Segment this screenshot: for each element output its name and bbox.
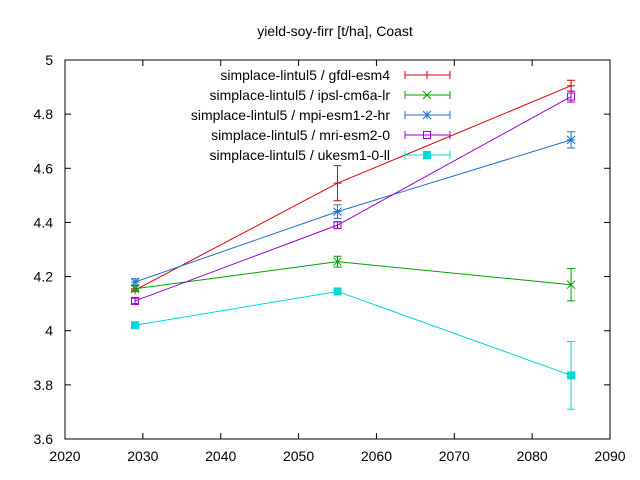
data-point [131,321,140,330]
error-bar [333,221,342,229]
legend-error-cap [404,151,451,159]
legend-error-cap [404,131,451,139]
y-tick-label: 4.8 [34,106,54,122]
x-tick-label: 2060 [361,448,392,464]
legend-marker [422,90,432,100]
y-tick-label: 3.6 [34,431,54,447]
series-line [134,290,572,376]
y-tick-label: 4.6 [34,160,54,176]
data-point [333,207,342,216]
data-point [567,371,576,380]
legend-marker [423,71,431,79]
legend-marker [422,110,432,120]
x-tick-label: 2050 [283,448,314,464]
x-tick-label: 2070 [439,448,470,464]
x-tick-label: 2030 [127,448,158,464]
legend-label: simplace-lintul5 / gfdl-esm4 [220,67,390,83]
data-point [130,284,140,294]
data-point [567,92,576,101]
data-point [333,287,342,296]
legend-item-0: simplace-lintul5 / gfdl-esm4 [220,67,451,83]
data-point [333,221,342,230]
legend: simplace-lintul5 / gfdl-esm4 simplace-lin… [191,67,451,163]
series-line [135,261,572,290]
x-tick-label: 2090 [594,448,625,464]
data-point [131,296,140,305]
legend-label: simplace-lintul5 / mpi-esm1-2-hr [191,107,391,123]
y-tick-label: 4.4 [34,214,54,230]
legend-label: simplace-lintul5 / mri-esm2-0 [211,127,390,143]
data-point [333,179,342,188]
legend-error-cap [404,111,451,119]
legend-item-2: simplace-lintul5 / mpi-esm1-2-hr [191,107,451,123]
error-bar [131,297,140,305]
axes: 2020 2030 2040 2050 2060 2070 2080 2090 3.6 3.8 4 4… [34,52,626,464]
legend-item-3: simplace-lintul5 / mri-esm2-0 [211,127,451,143]
series-2 [130,131,576,287]
series-3 [131,90,576,305]
legend-marker [423,131,431,139]
x-tick-label: 2040 [205,448,236,464]
x-tick-label: 2080 [517,448,548,464]
data-point [333,257,342,267]
plot-frame [64,59,611,440]
y-tick-label: 5 [45,52,53,68]
y-tick-label: 3.8 [34,377,54,393]
chart-title: yield-soy-firr [t/ha], Coast [257,23,413,39]
legend-marker [423,151,431,159]
legend-error-cap [404,71,451,79]
data-point [567,81,576,90]
legend-label: simplace-lintul5 / ipsl-cm6a-lr [210,87,391,103]
data-point [566,135,576,145]
series-4 [131,287,576,410]
legend-item-4: simplace-lintul5 / ukesm1-0-ll [209,147,451,163]
data-point [566,280,576,290]
series-1 [130,255,576,302]
data-point [130,277,140,287]
x-tick-label: 2020 [49,448,80,464]
y-tick-label: 4 [45,323,53,339]
series-layer [130,79,576,410]
legend-item-1: simplace-lintul5 / ipsl-cm6a-lr [210,87,451,103]
legend-label: simplace-lintul5 / ukesm1-0-ll [209,147,390,163]
legend-error-cap [404,91,451,99]
y-tick-label: 4.2 [34,269,54,285]
